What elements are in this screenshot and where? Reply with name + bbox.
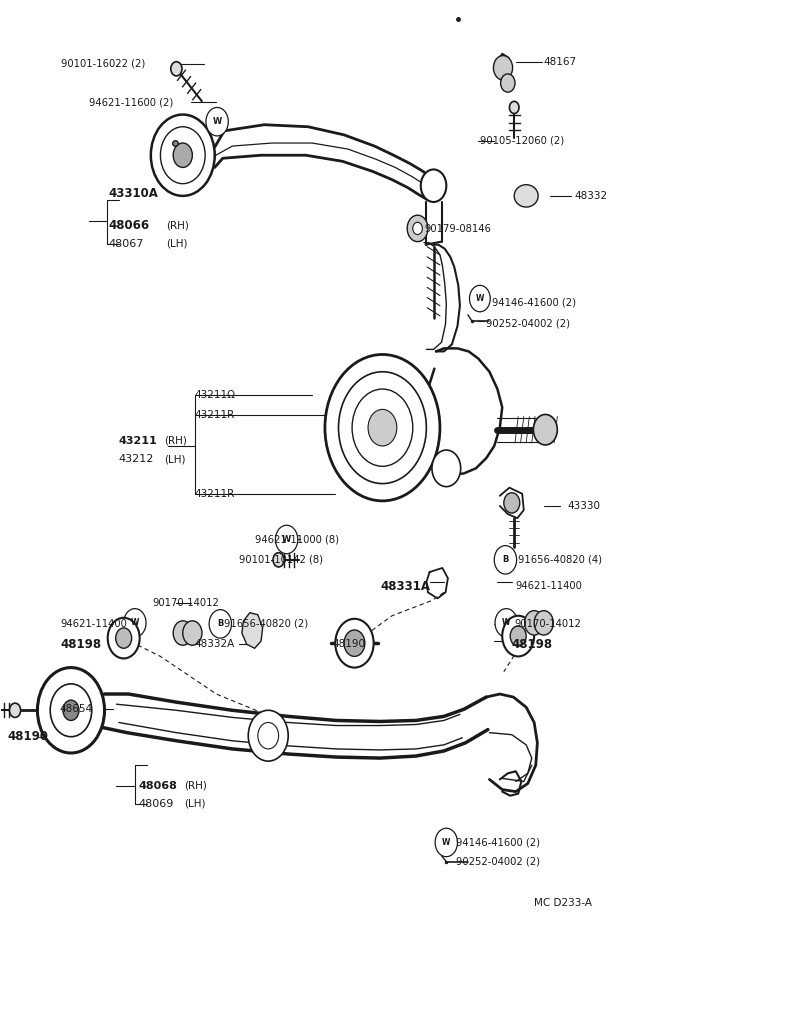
Text: 43211R: 43211R [194, 489, 235, 499]
Text: 43330: 43330 [568, 501, 601, 511]
Circle shape [108, 618, 140, 659]
Circle shape [173, 621, 192, 645]
Text: 48067: 48067 [109, 238, 144, 248]
Text: 43310A: 43310A [109, 187, 158, 201]
Text: 91656-40820 (4): 91656-40820 (4) [518, 555, 602, 565]
Circle shape [432, 450, 461, 487]
Circle shape [335, 619, 374, 668]
Text: 90101-10142 (8): 90101-10142 (8) [238, 555, 322, 565]
Text: 43211Ω: 43211Ω [194, 390, 236, 400]
Text: W: W [282, 535, 291, 544]
Text: 94621-11600 (2): 94621-11600 (2) [89, 98, 173, 107]
Text: 90101-16022 (2): 90101-16022 (2) [61, 59, 145, 69]
Text: 43211R: 43211R [194, 410, 235, 420]
Text: 48069: 48069 [139, 799, 174, 809]
Text: (LH): (LH) [184, 799, 206, 809]
Text: W: W [476, 294, 484, 303]
Text: 94621-11000 (8): 94621-11000 (8) [254, 534, 338, 545]
Text: 48331A: 48331A [381, 580, 431, 592]
Circle shape [206, 108, 228, 136]
Text: 48332A: 48332A [194, 639, 235, 649]
Text: 90170-14012: 90170-14012 [514, 619, 581, 629]
Text: 94146-41600 (2): 94146-41600 (2) [456, 838, 540, 847]
Circle shape [501, 74, 515, 93]
Text: 90252-04002 (2): 90252-04002 (2) [486, 319, 570, 329]
Text: 94621-11400: 94621-11400 [516, 581, 582, 591]
Circle shape [173, 143, 192, 167]
Text: 48198: 48198 [61, 637, 102, 651]
Text: 48654: 48654 [59, 704, 92, 715]
Text: 48167: 48167 [544, 57, 577, 67]
Circle shape [344, 630, 365, 657]
Text: 48332: 48332 [574, 191, 607, 201]
Text: 48068: 48068 [139, 781, 178, 791]
Circle shape [534, 611, 554, 635]
Circle shape [325, 354, 440, 501]
Text: 90179-08146: 90179-08146 [424, 224, 491, 234]
Circle shape [435, 829, 458, 857]
Text: 90170-14012: 90170-14012 [153, 598, 219, 608]
Circle shape [494, 546, 517, 574]
Text: 48066: 48066 [109, 219, 150, 232]
Text: 48190: 48190 [7, 730, 48, 743]
Text: MC D233-A: MC D233-A [534, 899, 592, 908]
Circle shape [407, 215, 428, 241]
Circle shape [209, 610, 231, 638]
Text: (RH): (RH) [165, 436, 187, 446]
Text: (RH): (RH) [166, 220, 189, 230]
Circle shape [182, 621, 202, 645]
Text: (RH): (RH) [184, 781, 207, 791]
Ellipse shape [514, 184, 538, 207]
Circle shape [525, 611, 544, 635]
Circle shape [495, 609, 518, 637]
Text: 48198: 48198 [512, 637, 553, 651]
Text: 90252-04002 (2): 90252-04002 (2) [456, 857, 540, 866]
Circle shape [510, 626, 526, 646]
Circle shape [116, 628, 132, 648]
Text: 94621-11400: 94621-11400 [61, 619, 127, 629]
Circle shape [248, 711, 288, 761]
Circle shape [151, 115, 214, 195]
Circle shape [502, 616, 534, 657]
Text: 43211: 43211 [119, 436, 158, 446]
Circle shape [170, 62, 182, 76]
Circle shape [510, 102, 519, 114]
Circle shape [273, 553, 284, 567]
Text: B: B [217, 619, 223, 628]
Text: W: W [502, 618, 510, 627]
Circle shape [534, 414, 558, 445]
Circle shape [10, 703, 21, 718]
Circle shape [470, 285, 490, 312]
Text: 43212: 43212 [119, 454, 154, 464]
Circle shape [124, 609, 146, 637]
Text: (LH): (LH) [166, 238, 187, 248]
Text: 90105-12060 (2): 90105-12060 (2) [480, 136, 564, 146]
Text: (LH): (LH) [165, 454, 186, 464]
Text: 48190: 48190 [332, 639, 365, 649]
Polygon shape [242, 613, 262, 648]
Text: W: W [213, 117, 222, 126]
Circle shape [63, 700, 79, 721]
Text: W: W [130, 618, 139, 627]
Circle shape [275, 525, 298, 554]
Text: W: W [442, 838, 450, 847]
Text: 94146-41600 (2): 94146-41600 (2) [492, 297, 576, 307]
Circle shape [368, 409, 397, 446]
Text: B: B [502, 556, 509, 564]
Circle shape [38, 668, 105, 753]
Circle shape [413, 222, 422, 234]
Text: 91656-40820 (2): 91656-40820 (2) [224, 619, 309, 629]
Circle shape [421, 169, 446, 202]
Circle shape [494, 56, 513, 80]
Circle shape [504, 493, 520, 513]
